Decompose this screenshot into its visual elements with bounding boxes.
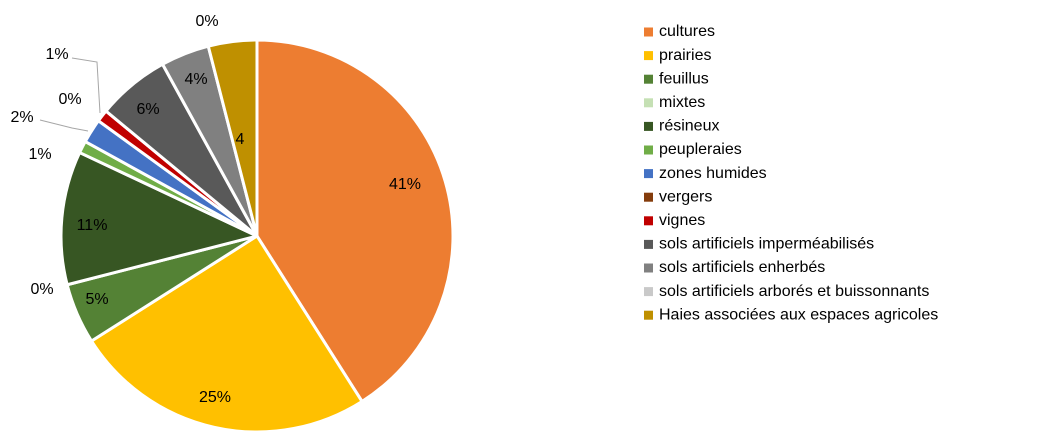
- data-label: 0%: [58, 91, 81, 108]
- data-label: 1%: [45, 46, 68, 63]
- data-label: 4%: [184, 71, 207, 88]
- data-label: 1%: [28, 146, 51, 163]
- data-label: 4: [236, 131, 245, 148]
- data-label: 0%: [195, 13, 218, 30]
- legend-label: résineux: [659, 118, 719, 135]
- data-label: 2%: [10, 109, 33, 126]
- legend-swatch: [644, 239, 653, 249]
- legend-label: sols artificiels arborés et buissonnants: [659, 283, 929, 300]
- data-label: 25%: [199, 389, 231, 406]
- pie-slice: [206, 38, 259, 238]
- legend-label: Haies associées aux espaces agricoles: [659, 306, 938, 323]
- pie-slice: [59, 151, 259, 287]
- data-label: 0%: [30, 281, 53, 298]
- legend-label: peupleraies: [659, 141, 742, 158]
- legend-label: vignes: [659, 212, 705, 229]
- legend-swatch: [644, 169, 653, 179]
- legend-swatch: [644, 145, 653, 155]
- legend-swatch: [644, 216, 653, 226]
- legend-label: vergers: [659, 188, 712, 205]
- legend-label: prairies: [659, 47, 711, 64]
- legend-swatch: [644, 98, 653, 108]
- legend-swatch: [644, 74, 653, 84]
- data-label: 6%: [136, 101, 159, 118]
- legend-label: sols artificiels imperméabilisés: [659, 236, 874, 253]
- legend-swatch: [644, 27, 653, 37]
- legend-label: mixtes: [659, 94, 705, 111]
- legend-swatch: [644, 121, 653, 131]
- legend-swatch: [644, 287, 653, 297]
- legend-swatch: [644, 310, 653, 320]
- leader-line: [71, 57, 101, 114]
- pie-slice: [90, 234, 364, 432]
- legend-swatch: [644, 51, 653, 61]
- legend-label: cultures: [659, 23, 715, 40]
- leader-line: [39, 119, 89, 132]
- legend-label: sols artificiels enherbés: [659, 259, 825, 276]
- legend-label: feuillus: [659, 70, 709, 87]
- legend-swatch: [644, 263, 653, 273]
- data-label: 5%: [85, 291, 108, 308]
- legend-label: zones humides: [659, 165, 767, 182]
- data-label: 11%: [77, 217, 108, 234]
- data-label: 41%: [389, 176, 421, 193]
- legend-swatch: [644, 192, 653, 202]
